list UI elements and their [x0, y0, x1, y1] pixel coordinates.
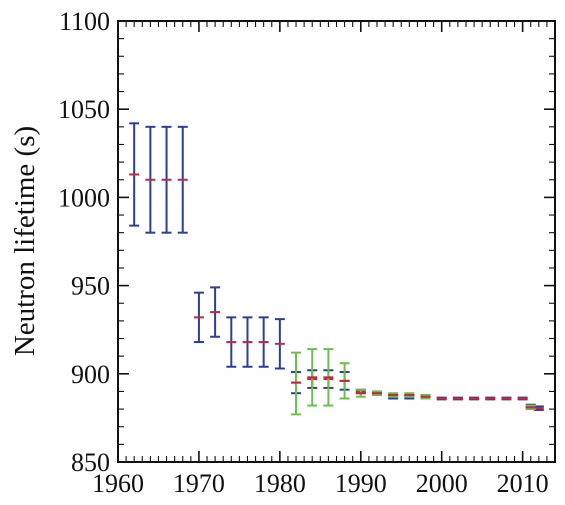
- x-tick-label: 1960: [92, 469, 144, 498]
- errorbar: [258, 316, 269, 368]
- errorbar: [355, 388, 366, 398]
- errorbar: [404, 392, 415, 398]
- x-tick-label: 1980: [254, 469, 306, 498]
- errorbar: [129, 122, 140, 227]
- errorbar: [274, 318, 285, 370]
- errorbar: [161, 125, 172, 234]
- errorbar: [307, 348, 318, 407]
- tick-layer: [117, 20, 556, 463]
- errorbar: [436, 396, 447, 401]
- errorbar: [193, 291, 204, 344]
- y-axis-label: Neutron lifetime (s): [9, 126, 41, 356]
- errorbar: [145, 125, 156, 234]
- errorbar: [525, 404, 536, 411]
- errorbar: [371, 390, 382, 396]
- errorbar: [485, 396, 496, 401]
- errorbar: [210, 286, 221, 338]
- errorbar: [226, 316, 237, 368]
- plot-frame: [117, 20, 556, 463]
- errorbar: [388, 392, 399, 398]
- errorbar: [339, 362, 350, 400]
- y-tick-label: 900: [71, 360, 110, 389]
- errorbar: [452, 396, 463, 401]
- x-tick-label: 2000: [416, 469, 468, 498]
- y-tick-label: 850: [71, 448, 110, 477]
- errorbar: [501, 396, 512, 401]
- errorbar: [420, 393, 431, 400]
- y-tick-label: 1100: [59, 7, 110, 36]
- errorbar: [469, 396, 480, 401]
- x-tick-label: 1970: [173, 469, 225, 498]
- errorbar: [517, 396, 528, 401]
- x-tick-label: 1990: [335, 469, 387, 498]
- errorbar-layer: [129, 122, 544, 416]
- y-tick-label: 950: [71, 272, 110, 301]
- errorbar: [177, 125, 188, 234]
- y-tick-label: 1050: [58, 95, 110, 124]
- errorbar: [291, 351, 302, 416]
- y-tick-label: 1000: [58, 183, 110, 212]
- tick-label-layer: 1960 1970 1980 1990 2000 2010 850 900 950 1000 105…: [58, 7, 549, 498]
- errorbar: [323, 348, 334, 407]
- x-tick-label: 2010: [497, 469, 549, 498]
- errorbar: [242, 316, 253, 368]
